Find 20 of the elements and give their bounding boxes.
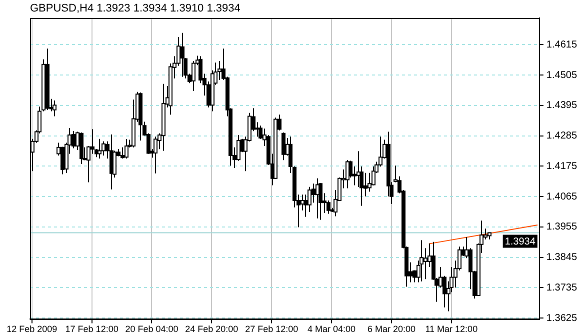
x-tick-label: 20 Feb 04:00 (125, 324, 178, 334)
y-tick-label: 1.4175 (546, 160, 578, 172)
x-tick-label: 12 Feb 2009 (6, 324, 58, 334)
x-tick-label: 24 Feb 20:00 (185, 324, 238, 334)
y-tick-label: 1.4615 (546, 39, 578, 50)
x-tick-label: 4 Mar 04:00 (308, 324, 356, 334)
x-tick-label: 27 Feb 12:00 (245, 324, 298, 334)
ref-line-label: 1.3934 (504, 236, 536, 248)
y-tick-label: 1.3735 (546, 282, 578, 294)
y-tick-label: 1.4285 (546, 130, 578, 142)
chart-title: GBPUSD,H4 1.3923 1.3934 1.3910 1.3934 (30, 2, 240, 15)
y-tick-label: 1.4065 (546, 191, 578, 202)
x-tick-label: 11 Mar 12:00 (425, 324, 478, 334)
y-tick-label: 1.4505 (546, 70, 578, 81)
x-tick-label: 6 Mar 20:00 (367, 324, 416, 334)
x-tick-label: 17 Feb 12:00 (65, 324, 118, 334)
y-tick-label: 1.4395 (546, 100, 578, 112)
y-tick-label: 1.3845 (546, 252, 578, 264)
y-tick-label: 1.3625 (546, 312, 578, 324)
y-tick-label: 1.3955 (546, 222, 578, 233)
